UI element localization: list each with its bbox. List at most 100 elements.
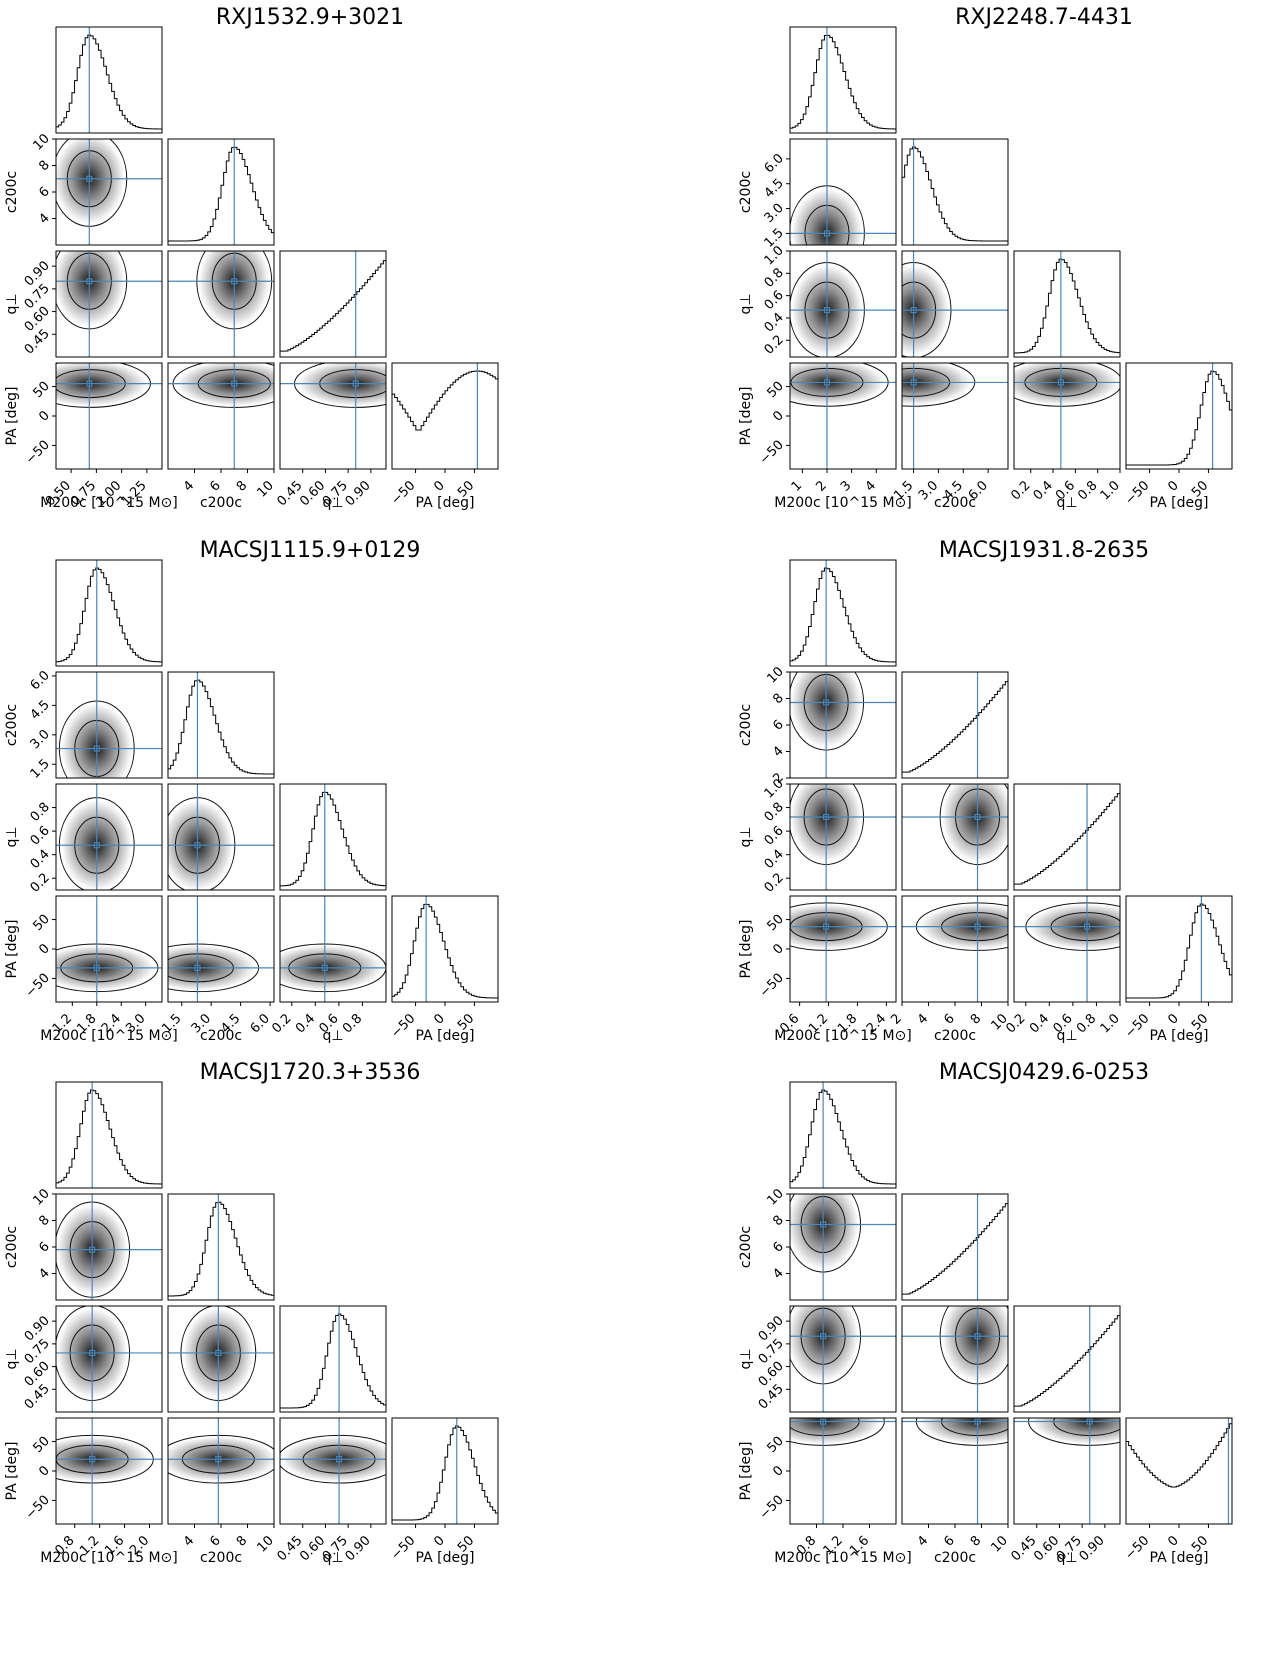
truth-marker xyxy=(215,1456,222,1463)
joint-panel-q-pa: 0.20.40.60.81.0q⊥ xyxy=(1008,362,1123,511)
panel-frame xyxy=(167,138,275,246)
marginal-panel-q xyxy=(279,250,387,358)
truth-marker xyxy=(974,1418,981,1425)
marginal-histogram xyxy=(901,681,1009,778)
truth-marker xyxy=(823,699,830,706)
y-tick-label: 6.0 xyxy=(762,151,787,176)
x-tick-label: 0.90 xyxy=(343,1533,374,1564)
x-axis-label: M200c [10^15 M⊙] xyxy=(774,1550,912,1566)
x-tick-label: 1 xyxy=(789,478,805,494)
marginal-panel-mass xyxy=(55,26,163,134)
truth-marker xyxy=(823,813,830,821)
marginal-histogram xyxy=(167,146,275,245)
corner-plot-4: MACSJ1931.8-2635246810c200c0.20.40.60.81… xyxy=(738,538,1233,1044)
panel-frame xyxy=(55,671,163,779)
truth-marker xyxy=(820,1333,827,1340)
truth-marker xyxy=(89,1456,96,1463)
y-tick-label: 0.8 xyxy=(762,800,787,825)
marginal-histogram xyxy=(55,1089,163,1188)
x-tick-label: 0.2 xyxy=(1008,478,1033,503)
joint-panel-mass-q: 0.450.600.750.90q⊥ xyxy=(4,250,163,358)
joint-panel-mass-conc: 4 6 8 10 c200c xyxy=(4,131,163,246)
marginal-panel-q xyxy=(1013,783,1121,891)
x-tick-label: 4 xyxy=(863,478,879,494)
corner-plot-title: MACSJ1931.8-2635 xyxy=(939,538,1149,563)
y-axis-label: c200c xyxy=(4,704,20,746)
y-tick-label: 4 xyxy=(36,211,52,227)
corner-plot-1: RXJ1532.9+302146810c200c0.450.600.750.90… xyxy=(4,5,499,511)
y-axis-label: q⊥ xyxy=(738,1348,754,1369)
marginal-histogram xyxy=(1013,793,1121,890)
marginal-histogram xyxy=(279,791,387,890)
y-axis-label: c200c xyxy=(4,171,20,213)
x-tick-label: 4 xyxy=(181,478,197,494)
truth-marker xyxy=(910,307,917,314)
y-axis-label: c200c xyxy=(738,704,754,746)
x-axis-label: PA [deg] xyxy=(1150,495,1209,511)
joint-panel-mass-q: 0.450.600.750.90q⊥ xyxy=(738,1305,897,1413)
y-axis-label: c200c xyxy=(738,171,754,213)
x-tick-label: 6 xyxy=(941,1533,957,1549)
y-axis-label: q⊥ xyxy=(738,293,754,314)
joint-panel-conc-q xyxy=(901,1305,1009,1413)
marginal-histogram xyxy=(789,1089,897,1188)
x-tick-label: 6 xyxy=(941,1011,957,1027)
x-tick-label: 0.4 xyxy=(1027,1011,1052,1036)
corner-plot-5: MACSJ1720.3+353646810c200c0.450.600.750.… xyxy=(4,1060,499,1566)
x-axis-label: M200c [10^15 M⊙] xyxy=(40,1028,178,1044)
x-tick-label: 0 xyxy=(431,1533,447,1549)
x-tick-label: 0 xyxy=(1165,1533,1181,1549)
y-tick-label: 0.6 xyxy=(28,823,53,848)
y-tick-label: 6 xyxy=(770,1239,786,1255)
truth-marker xyxy=(86,175,93,182)
x-axis-label: PA [deg] xyxy=(1150,1550,1209,1566)
panel-frame xyxy=(55,1081,163,1189)
y-tick-label: 50 xyxy=(765,1434,787,1456)
y-tick-label: −50 xyxy=(757,438,787,468)
panel-frame xyxy=(789,1081,897,1189)
y-tick-label: 10 xyxy=(765,1186,787,1208)
truth-marker xyxy=(352,380,359,387)
x-tick-label: 10 xyxy=(989,1533,1011,1555)
joint-panel-conc-pa: 4 6 8 10 c200c xyxy=(901,1417,1011,1566)
marginal-histogram xyxy=(1125,370,1233,469)
marginal-histogram xyxy=(1013,258,1121,357)
panel-frame xyxy=(55,250,163,358)
y-tick-label: 50 xyxy=(765,912,787,934)
panel-frame xyxy=(789,26,897,134)
y-tick-label: 0 xyxy=(36,1463,52,1479)
x-tick-label: 0.4 xyxy=(293,1011,318,1036)
y-tick-label: 0.4 xyxy=(762,310,787,335)
panel-frame xyxy=(901,362,1009,470)
panel-frame xyxy=(789,250,897,358)
truth-marker xyxy=(93,964,100,971)
x-axis-label: c200c xyxy=(934,1550,976,1566)
y-axis-label: q⊥ xyxy=(4,1348,20,1369)
corner-plot-title: MACSJ0429.6-0253 xyxy=(939,1060,1149,1085)
marginal-histogram xyxy=(55,567,163,666)
y-tick-label: 0 xyxy=(36,941,52,957)
y-axis-label: PA [deg] xyxy=(738,920,754,979)
x-tick-label: 8 xyxy=(968,1011,984,1027)
y-axis-label: PA [deg] xyxy=(4,387,20,446)
y-tick-label: −50 xyxy=(757,971,787,1001)
marginal-histogram xyxy=(789,567,897,666)
marginal-histogram xyxy=(391,903,499,1002)
panel-frame xyxy=(167,1305,275,1413)
y-axis-label: PA [deg] xyxy=(4,1442,20,1501)
y-tick-label: 1.5 xyxy=(28,756,53,781)
joint-panel-q-pa: 0.450.600.750.90q⊥ xyxy=(274,362,387,511)
joint-panel-q-pa: 0.450.600.750.90q⊥ xyxy=(274,1417,387,1566)
density-region xyxy=(942,1306,1008,1382)
x-tick-label: 0 xyxy=(1165,478,1181,494)
panel-frame xyxy=(279,250,387,358)
marginal-panel-conc xyxy=(901,138,1009,246)
y-tick-label: 0.45 xyxy=(22,327,53,358)
y-tick-label: 10 xyxy=(31,1186,53,1208)
truth-marker xyxy=(1083,923,1091,930)
x-tick-label: 0 xyxy=(431,1011,447,1027)
x-tick-label: 4 xyxy=(915,1011,931,1027)
x-tick-label: 2 xyxy=(888,1011,904,1027)
truth-marker xyxy=(1086,1418,1093,1425)
